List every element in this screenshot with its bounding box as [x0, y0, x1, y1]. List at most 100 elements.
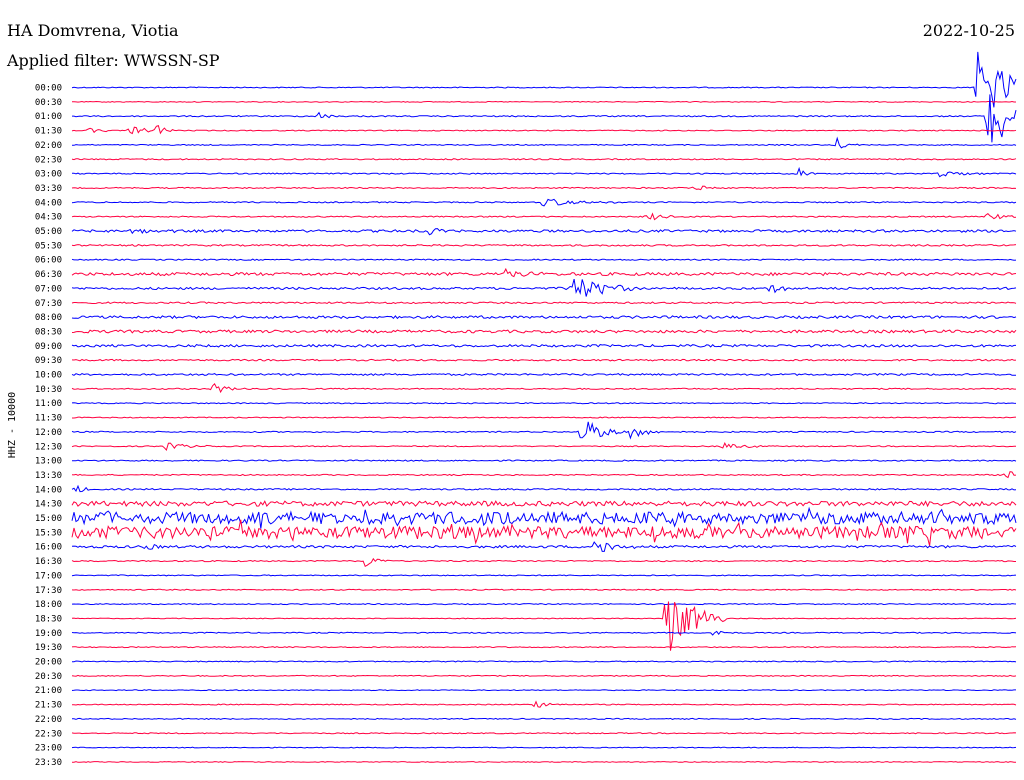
time-tick-label: 21:00 — [35, 686, 62, 696]
filter-label: Applied filter: WWSSN-SP — [7, 51, 220, 70]
trace-0400 — [71, 198, 1017, 207]
trace-0200 — [71, 136, 1017, 149]
trace-1900 — [71, 630, 1017, 636]
time-tick-label: 12:30 — [35, 442, 62, 452]
trace-0730 — [71, 301, 1017, 305]
time-tick-label: 02:00 — [35, 141, 62, 151]
trace-1130 — [72, 416, 1017, 419]
time-tick-label: 09:30 — [35, 356, 62, 366]
time-tick-label: 07:30 — [35, 299, 62, 309]
time-tick-label: 15:00 — [35, 514, 62, 524]
y-axis-label: HHZ - 10000 — [7, 392, 18, 458]
trace-0530 — [71, 243, 1017, 247]
trace-0900 — [71, 343, 1016, 348]
trace-1830 — [71, 601, 1017, 651]
trace-1100 — [71, 402, 1017, 405]
time-tick-label: 21:30 — [35, 701, 62, 711]
date-label: 2022-10-25 — [922, 21, 1015, 40]
trace-2300 — [71, 746, 1017, 749]
time-tick-label: 18:30 — [35, 614, 62, 624]
time-tick-label: 15:30 — [35, 528, 62, 538]
time-tick-label: 08:30 — [35, 327, 62, 337]
trace-1330 — [71, 471, 1017, 479]
time-tick-label: 14:00 — [35, 485, 62, 495]
time-tick-label: 06:00 — [35, 256, 62, 266]
time-tick-label: 02:30 — [35, 155, 62, 165]
station-title: HA Domvrena, Viotia — [7, 21, 179, 40]
trace-2330 — [72, 761, 1016, 763]
time-tick-label: 23:00 — [35, 744, 62, 754]
time-tick-label: 11:30 — [35, 414, 62, 424]
time-tick-label: 22:00 — [35, 715, 62, 725]
time-tick-label: 17:00 — [35, 571, 62, 581]
trace-0300 — [71, 166, 1017, 178]
trace-1230 — [71, 442, 1017, 451]
time-tick-label: 04:00 — [35, 198, 62, 208]
trace-2030 — [71, 674, 1017, 677]
time-tick-label: 18:00 — [35, 600, 62, 610]
trace-2130 — [71, 700, 1017, 708]
time-tick-label: 13:30 — [35, 471, 62, 481]
trace-1600 — [71, 541, 1017, 552]
trace-1930 — [71, 646, 1017, 649]
trace-0930 — [71, 358, 1017, 362]
trace-2230 — [71, 732, 1017, 735]
trace-2100 — [71, 689, 1016, 692]
trace-1800 — [71, 603, 1017, 606]
trace-0330 — [71, 185, 1017, 191]
time-tick-label: 16:00 — [35, 543, 62, 553]
trace-0500 — [71, 228, 1017, 236]
time-tick-label: 06:30 — [35, 270, 62, 280]
time-tick-label: 01:30 — [35, 127, 62, 137]
time-tick-label: 09:00 — [35, 342, 62, 352]
time-tick-layer: 00:00 00:30 01:00 01:30 02:00 02:30 03:00 03:30… — [35, 84, 62, 768]
trace-2200 — [71, 717, 1017, 720]
time-tick-label: 22:30 — [35, 729, 62, 739]
trace-1000 — [71, 373, 1017, 377]
trace-1300 — [71, 459, 1017, 462]
trace-1500 — [71, 506, 1017, 529]
trace-1700 — [71, 574, 1017, 577]
time-tick-label: 03:30 — [35, 184, 62, 194]
time-tick-label: 11:00 — [35, 399, 62, 409]
trace-0830 — [71, 329, 1017, 334]
time-tick-label: 05:00 — [35, 227, 62, 237]
trace-1400 — [71, 484, 1017, 493]
time-tick-label: 17:30 — [35, 586, 62, 596]
trace-0600 — [71, 258, 1017, 261]
time-tick-label: 16:30 — [35, 557, 62, 567]
time-tick-label: 03:00 — [35, 170, 62, 180]
time-tick-label: 10:30 — [35, 385, 62, 395]
time-tick-label: 20:00 — [35, 658, 62, 668]
trace-layer — [71, 51, 1017, 763]
time-tick-label: 19:00 — [35, 629, 62, 639]
trace-0630 — [71, 267, 1017, 278]
trace-0000 — [71, 51, 1017, 108]
trace-1530 — [71, 519, 1017, 546]
time-tick-label: 00:30 — [35, 98, 62, 108]
time-tick-label: 08:00 — [35, 313, 62, 323]
trace-0230 — [71, 158, 1017, 161]
time-tick-label: 13:00 — [35, 457, 62, 467]
trace-1430 — [71, 500, 1017, 508]
time-tick-label: 19:30 — [35, 643, 62, 653]
trace-1030 — [71, 382, 1016, 394]
trace-1630 — [71, 557, 1016, 568]
time-tick-label: 07:00 — [35, 284, 62, 294]
trace-0100 — [72, 94, 1017, 143]
trace-0700 — [71, 278, 1017, 297]
time-tick-label: 00:00 — [35, 84, 62, 94]
time-tick-label: 12:00 — [35, 428, 62, 438]
trace-2000 — [71, 660, 1017, 663]
time-tick-label: 10:00 — [35, 371, 62, 381]
trace-0130 — [71, 124, 1017, 135]
trace-1730 — [71, 588, 1017, 591]
time-tick-label: 04:30 — [35, 213, 62, 223]
trace-1200 — [71, 421, 1017, 440]
trace-0030 — [71, 100, 1016, 103]
time-tick-label: 01:00 — [35, 112, 62, 122]
time-tick-label: 05:30 — [35, 241, 62, 251]
time-tick-label: 20:30 — [35, 672, 62, 682]
time-tick-label: 23:30 — [35, 758, 62, 768]
